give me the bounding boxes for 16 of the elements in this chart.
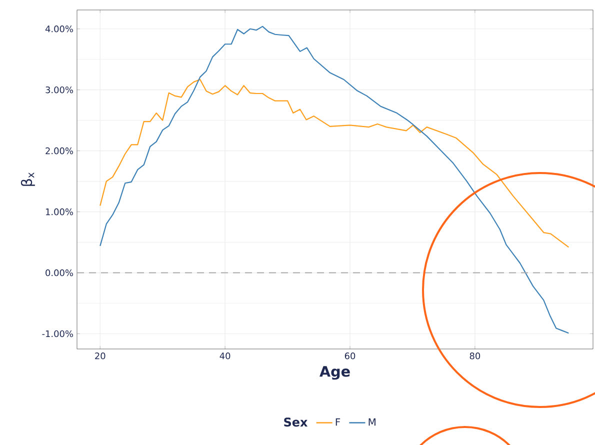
- y-tick-label: 4.00%: [45, 25, 73, 32]
- line-series: [100, 26, 570, 334]
- y-tick-label: 2.00%: [46, 147, 73, 154]
- x-tick-label: 40: [220, 352, 230, 360]
- x-tick-label: 60: [344, 352, 356, 360]
- x-tick-label: 20: [95, 352, 106, 360]
- y-tick-label: 0.00%: [46, 269, 73, 276]
- x-axis-title: Age: [320, 366, 350, 380]
- legend-title: Sex: [284, 418, 308, 427]
- y-tick-label: 1.00%: [46, 208, 73, 216]
- y-axis-title: β$_{x}$: [20, 172, 35, 186]
- legend-label: F: [336, 418, 340, 426]
- x-tick-label: 80: [470, 352, 480, 360]
- y-tick-label: 3.00%: [46, 86, 73, 94]
- y-tick-label: -1.00%: [42, 330, 73, 338]
- legend-label: M: [368, 418, 376, 426]
